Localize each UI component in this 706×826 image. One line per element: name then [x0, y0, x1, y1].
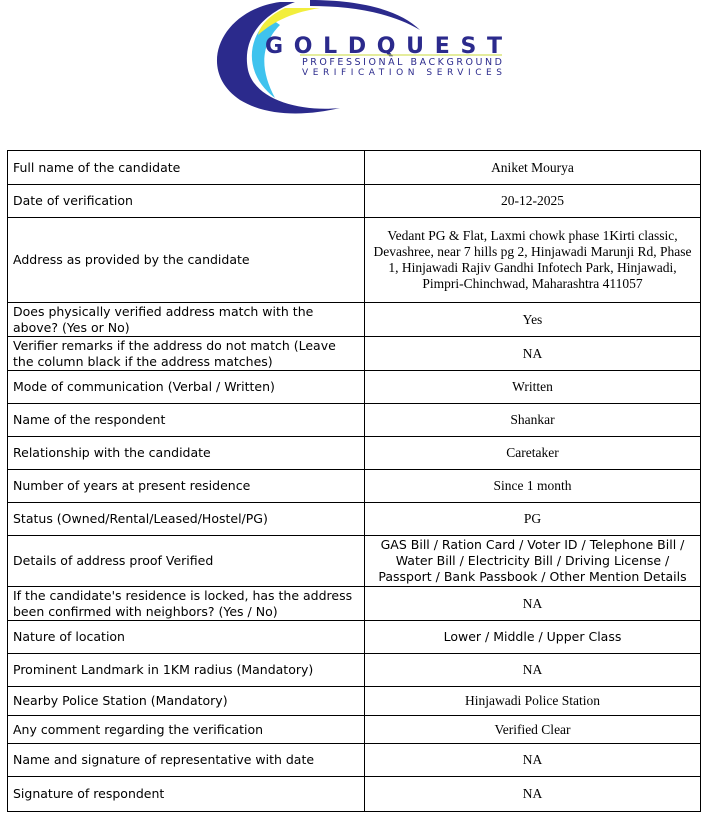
field-value: GAS Bill / Ration Card / Voter ID / Tele…	[364, 535, 701, 587]
field-value: NA	[364, 336, 701, 371]
table-row: Nearby Police Station (Mandatory) Hinjawa…	[7, 686, 701, 716]
field-value: Lower / Middle / Upper Class	[364, 620, 701, 654]
table-row: Details of address proof Verified GAS Bil…	[7, 535, 701, 587]
field-label: Does physically verified address match w…	[7, 302, 365, 337]
field-label: Relationship with the candidate	[7, 436, 365, 470]
table-row: Prominent Landmark in 1KM radius (Mandat…	[7, 653, 701, 687]
field-label: Address as provided by the candidate	[7, 217, 365, 303]
table-row: Number of years at present residence Sinc…	[7, 469, 701, 503]
field-label: Prominent Landmark in 1KM radius (Mandat…	[7, 653, 365, 687]
field-label: Full name of the candidate	[7, 150, 365, 185]
field-label: Any comment regarding the verification	[7, 715, 365, 744]
table-row: Verifier remarks if the address do not m…	[7, 336, 701, 371]
field-value: Shankar	[364, 403, 701, 437]
field-value: PG	[364, 502, 701, 536]
field-label: Verifier remarks if the address do not m…	[7, 336, 365, 371]
field-value: NA	[364, 586, 701, 621]
table-row: Name of the respondent Shankar	[7, 403, 701, 437]
field-label: Nature of location	[7, 620, 365, 654]
svg-text:VERIFICATION SERVICES: VERIFICATION SERVICES	[302, 68, 502, 78]
table-row: Any comment regarding the verification Ve…	[7, 715, 701, 744]
field-value: Written	[364, 370, 701, 404]
table-row: Name and signature of representative wit…	[7, 743, 701, 777]
field-label: If the candidate's residence is locked, …	[7, 586, 365, 621]
svg-text:PROFESSIONAL BACKGROUND: PROFESSIONAL BACKGROUND	[302, 57, 502, 68]
field-label: Signature of respondent	[7, 776, 365, 812]
field-label: Date of verification	[7, 184, 365, 218]
field-label: Status (Owned/Rental/Leased/Hostel/PG)	[7, 502, 365, 536]
field-value: Since 1 month	[364, 469, 701, 503]
field-label: Name and signature of representative wit…	[7, 743, 365, 777]
verification-table: Full name of the candidate Aniket Mourya D…	[7, 150, 701, 812]
field-value: 20-12-2025	[364, 184, 701, 218]
field-value: Caretaker	[364, 436, 701, 470]
goldquest-logo: GOLDQUEST PROFESSIONAL BACKGROUND VERIFI…	[216, 0, 502, 114]
table-row: Nature of location Lower / Middle / Upper…	[7, 620, 701, 654]
field-label: Mode of communication (Verbal / Written)	[7, 370, 365, 404]
field-value: Aniket Mourya	[364, 150, 701, 185]
field-value: NA	[364, 743, 701, 777]
field-label: Number of years at present residence	[7, 469, 365, 503]
field-label: Nearby Police Station (Mandatory)	[7, 686, 365, 716]
field-value: Yes	[364, 302, 701, 337]
table-row: Address as provided by the candidate Veda…	[7, 217, 701, 303]
table-row: Mode of communication (Verbal / Written)…	[7, 370, 701, 404]
field-label: Name of the respondent	[7, 403, 365, 437]
table-row: Full name of the candidate Aniket Mourya	[7, 150, 701, 185]
table-row: Status (Owned/Rental/Leased/Hostel/PG) PG	[7, 502, 701, 536]
field-value: NA	[364, 776, 701, 812]
field-value: Vedant PG & Flat, Laxmi chowk phase 1Kir…	[364, 217, 701, 303]
field-label: Details of address proof Verified	[7, 535, 365, 587]
table-row: If the candidate's residence is locked, …	[7, 586, 701, 621]
table-row: Signature of respondent NA	[7, 776, 701, 812]
table-row: Does physically verified address match w…	[7, 302, 701, 337]
table-row: Relationship with the candidate Caretaker	[7, 436, 701, 470]
field-value: NA	[364, 653, 701, 687]
table-row: Date of verification 20-12-2025	[7, 184, 701, 218]
field-value: Verified Clear	[364, 715, 701, 744]
field-value: Hinjawadi Police Station	[364, 686, 701, 716]
